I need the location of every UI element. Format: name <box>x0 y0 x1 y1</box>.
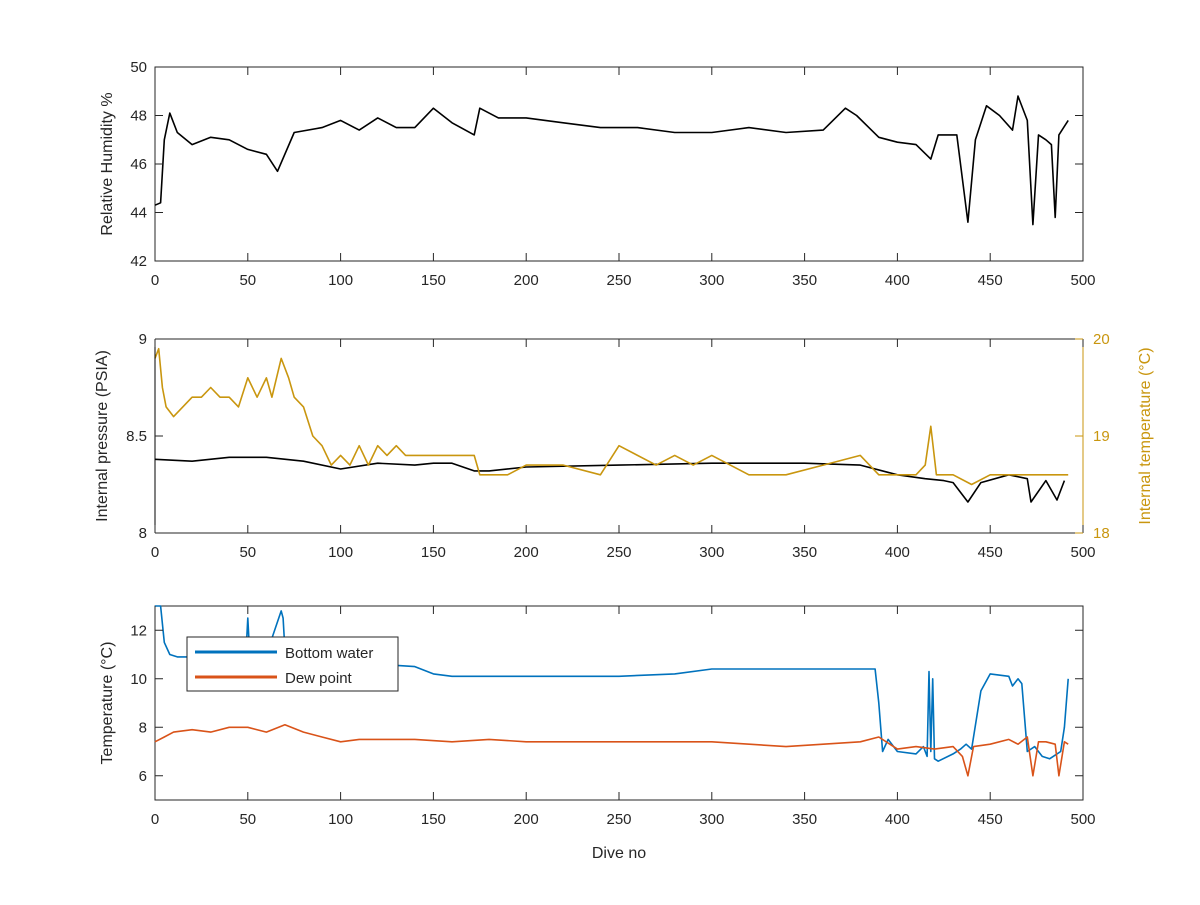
pressure-plot-area <box>155 339 1083 533</box>
humidity-y-tick-label: 46 <box>130 156 147 173</box>
temperature-x-tick-label: 400 <box>885 811 910 828</box>
humidity-x-tick-label: 100 <box>328 272 353 289</box>
pressure-x-tick-label: 150 <box>421 544 446 561</box>
humidity-plot-area <box>154 66 1084 262</box>
humidity-x-tick-label: 150 <box>421 272 446 289</box>
humidity-x-tick-label: 450 <box>978 272 1003 289</box>
temperature-x-tick-label: 50 <box>239 811 256 828</box>
internal-temperature-line <box>154 347 1069 486</box>
temperature-plot-area <box>154 605 1084 801</box>
temperature-y2-tick-label: 18 <box>1093 525 1110 542</box>
pressure-x-tick-label: 350 <box>792 544 817 561</box>
humidity-x-ticks: 0 50 100 150 200 250 300 350 400 450 500 <box>151 67 1096 289</box>
humidity-line <box>154 95 1069 226</box>
humidity-y-tick-label: 44 <box>130 205 147 222</box>
humidity-x-tick-label: 250 <box>606 272 631 289</box>
pressure-x-tick-label: 450 <box>978 544 1003 561</box>
pressure-x-tick-label: 0 <box>151 544 159 561</box>
pressure-x-tick-label: 500 <box>1070 544 1095 561</box>
pressure-y-ticks: 88.59 <box>126 331 163 542</box>
humidity-x-tick-label: 300 <box>699 272 724 289</box>
legend[interactable]: Bottom water Dew point <box>186 636 399 692</box>
humidity-y-tick-label: 50 <box>130 59 147 76</box>
temperature-x-tick-label: 450 <box>978 811 1003 828</box>
humidity-x-tick-label: 0 <box>151 272 159 289</box>
humidity-x-tick-label: 400 <box>885 272 910 289</box>
temperature-y2-ticks: 18 19 20 <box>1075 331 1110 542</box>
pressure-x-tick-label: 200 <box>514 544 539 561</box>
temperature-x-tick-label: 250 <box>606 811 631 828</box>
pressure-y-tick-label: 9 <box>139 331 147 348</box>
temperature-x-ticks: 0 50 100 150 200 250 300 350 400 450 500 <box>151 606 1096 828</box>
humidity-x-tick-label: 200 <box>514 272 539 289</box>
pressure-x-tick-label: 100 <box>328 544 353 561</box>
pressure-temperature-panel: 0 50 100 150 200 250 300 350 400 450 500 88.59 181… <box>94 331 1154 561</box>
x-axis-label: Dive no <box>592 845 646 862</box>
temperature-panel: 0 50 100 150 200 250 300 350 400 450 500 6 8 10 12 Te… <box>99 605 1096 862</box>
pressure-y-label: Internal pressure (PSIA) <box>94 350 111 522</box>
humidity-y-tick-label: 48 <box>130 108 147 125</box>
humidity-series-layer <box>154 95 1069 226</box>
pressure-x-tick-label: 400 <box>885 544 910 561</box>
legend-entry-bottom-water: Bottom water <box>195 645 373 662</box>
temperature-x-tick-label: 500 <box>1070 811 1095 828</box>
legend-box <box>186 636 399 692</box>
temperature-x-tick-label: 200 <box>514 811 539 828</box>
legend-label-dew-point: Dew point <box>285 670 353 687</box>
humidity-panel: 0 50 100 150 200 250 300 350 400 450 500 42 44 46 48 5… <box>99 59 1096 289</box>
humidity-y-label: Relative Humidity % <box>99 92 116 235</box>
dew-point-line <box>154 723 1069 777</box>
temperature-y-tick-label: 8 <box>139 719 147 736</box>
legend-entry-dew-point: Dew point <box>195 670 353 687</box>
legend-label-bottom-water: Bottom water <box>285 645 373 662</box>
temperature-x-tick-label: 350 <box>792 811 817 828</box>
pressure-line <box>154 456 1066 503</box>
pressure-y-tick-label: 8 <box>139 525 147 542</box>
pressure-x-tick-label: 300 <box>699 544 724 561</box>
pressure-series-layer <box>154 347 1069 503</box>
temperature-x-tick-label: 300 <box>699 811 724 828</box>
humidity-x-tick-label: 500 <box>1070 272 1095 289</box>
temperature-x-tick-label: 0 <box>151 811 159 828</box>
temperature-y-label: Temperature (°C) <box>99 642 116 765</box>
temperature-x-tick-label: 100 <box>328 811 353 828</box>
temperature-y2-label: Internal temperature (°C) <box>1137 347 1154 524</box>
humidity-y-ticks: 42 44 46 48 50 <box>130 59 1083 270</box>
humidity-y-tick-label: 42 <box>130 253 147 270</box>
temperature-x-tick-label: 150 <box>421 811 446 828</box>
temperature-y-ticks: 6 8 10 12 <box>130 622 1083 785</box>
temperature-y2-tick-label: 19 <box>1093 428 1110 445</box>
temperature-y-tick-label: 10 <box>130 671 147 688</box>
humidity-x-tick-label: 350 <box>792 272 817 289</box>
humidity-x-tick-label: 50 <box>239 272 256 289</box>
temperature-y-tick-label: 12 <box>130 622 147 639</box>
temperature-y2-tick-label: 20 <box>1093 331 1110 348</box>
pressure-x-tick-label: 250 <box>606 544 631 561</box>
temperature-y-tick-label: 6 <box>139 768 147 785</box>
pressure-x-tick-label: 50 <box>239 544 256 561</box>
pressure-x-ticks: 0 50 100 150 200 250 300 350 400 450 500 <box>151 339 1096 561</box>
pressure-y-tick-label: 8.5 <box>126 428 147 445</box>
